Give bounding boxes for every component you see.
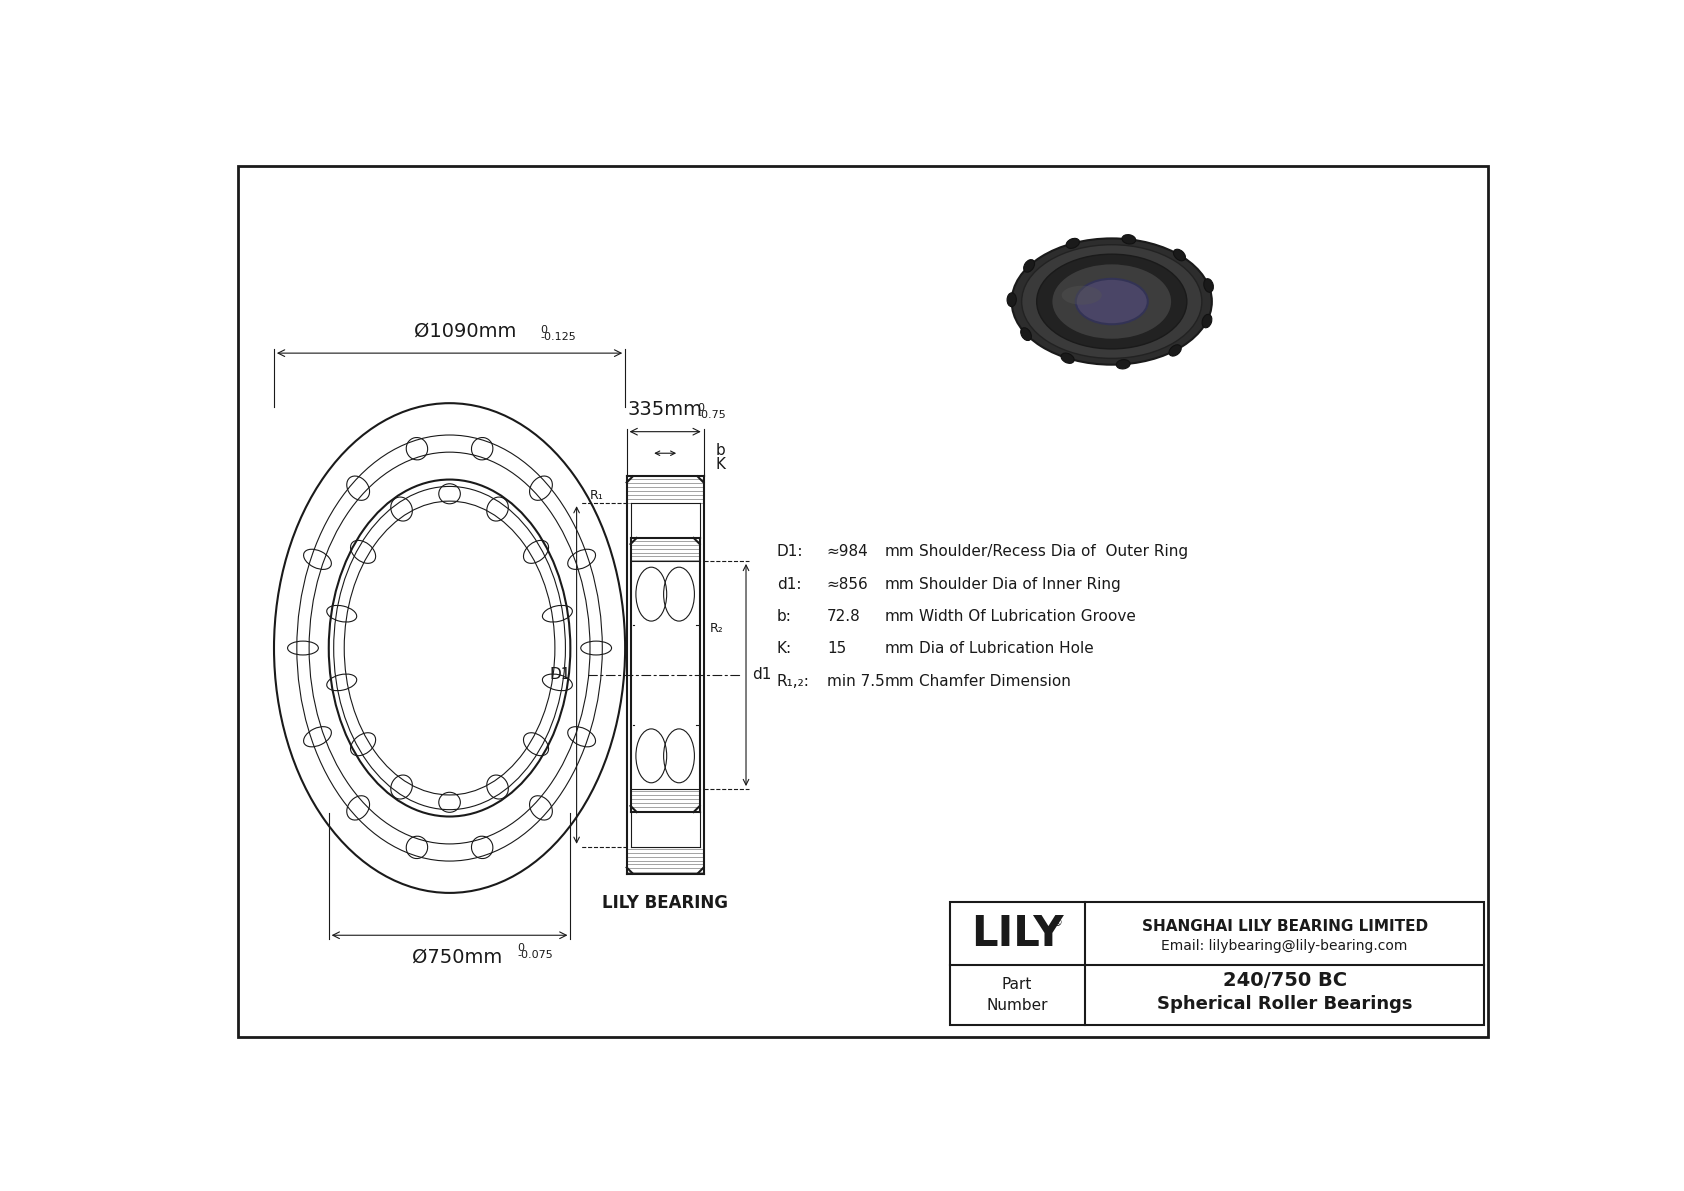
- Text: Email: lilybearing@lily-bearing.com: Email: lilybearing@lily-bearing.com: [1162, 939, 1408, 953]
- Text: d1:: d1:: [776, 576, 802, 592]
- Text: Shoulder Dia of Inner Ring: Shoulder Dia of Inner Ring: [919, 576, 1122, 592]
- Text: mm: mm: [884, 641, 914, 656]
- Text: Part: Part: [1002, 977, 1032, 992]
- Ellipse shape: [1007, 293, 1017, 306]
- Text: Number: Number: [987, 998, 1047, 1012]
- Text: mm: mm: [884, 609, 914, 624]
- Text: D1: D1: [549, 667, 571, 682]
- Text: mm: mm: [884, 544, 914, 560]
- Ellipse shape: [1021, 328, 1031, 341]
- Text: 240/750 BC: 240/750 BC: [1223, 971, 1347, 990]
- Text: mm: mm: [884, 576, 914, 592]
- Text: 0: 0: [517, 943, 524, 953]
- Text: 0: 0: [697, 404, 704, 413]
- Ellipse shape: [1037, 254, 1187, 349]
- Text: -0.125: -0.125: [541, 331, 576, 342]
- Text: R₂: R₂: [711, 622, 724, 635]
- Text: Chamfer Dimension: Chamfer Dimension: [919, 674, 1071, 688]
- Text: SHANGHAI LILY BEARING LIMITED: SHANGHAI LILY BEARING LIMITED: [1142, 919, 1428, 934]
- Text: -0.75: -0.75: [697, 410, 726, 420]
- Ellipse shape: [1024, 260, 1034, 273]
- Text: Width Of Lubrication Groove: Width Of Lubrication Groove: [919, 609, 1137, 624]
- Ellipse shape: [1204, 279, 1214, 292]
- Text: Ø750mm: Ø750mm: [413, 948, 502, 967]
- Text: -0.075: -0.075: [517, 950, 552, 960]
- Text: Shoulder/Recess Dia of  Outer Ring: Shoulder/Recess Dia of Outer Ring: [919, 544, 1189, 560]
- Text: d1: d1: [753, 667, 771, 682]
- Text: ®: ®: [1052, 918, 1063, 928]
- Text: min 7.5: min 7.5: [827, 674, 884, 688]
- Ellipse shape: [1202, 314, 1212, 328]
- Ellipse shape: [1169, 344, 1180, 356]
- Ellipse shape: [1012, 238, 1212, 364]
- Ellipse shape: [1066, 238, 1079, 249]
- Text: ≈856: ≈856: [827, 576, 869, 592]
- Text: Ø1090mm: Ø1090mm: [414, 322, 517, 341]
- Ellipse shape: [1116, 360, 1130, 369]
- Text: K:: K:: [776, 641, 791, 656]
- Ellipse shape: [1061, 353, 1074, 363]
- Text: D1:: D1:: [776, 544, 803, 560]
- Text: mm: mm: [884, 674, 914, 688]
- Text: 335mm: 335mm: [628, 400, 702, 419]
- Ellipse shape: [1076, 279, 1148, 324]
- Ellipse shape: [1122, 235, 1135, 244]
- Text: b:: b:: [776, 609, 791, 624]
- Ellipse shape: [1174, 249, 1186, 261]
- Text: 15: 15: [827, 641, 845, 656]
- Text: ≈984: ≈984: [827, 544, 869, 560]
- Text: Spherical Roller Bearings: Spherical Roller Bearings: [1157, 994, 1413, 1012]
- Text: Dia of Lubrication Hole: Dia of Lubrication Hole: [919, 641, 1095, 656]
- Ellipse shape: [1052, 263, 1172, 339]
- Text: R₁,₂:: R₁,₂:: [776, 674, 810, 688]
- Ellipse shape: [1022, 244, 1202, 358]
- Text: LILY BEARING: LILY BEARING: [603, 894, 727, 912]
- Text: R₁: R₁: [589, 488, 603, 501]
- Ellipse shape: [1061, 286, 1101, 305]
- Text: LILY: LILY: [970, 912, 1063, 955]
- Text: b: b: [716, 443, 726, 459]
- Text: K: K: [716, 457, 726, 473]
- Text: 0: 0: [541, 325, 547, 335]
- Text: 72.8: 72.8: [827, 609, 861, 624]
